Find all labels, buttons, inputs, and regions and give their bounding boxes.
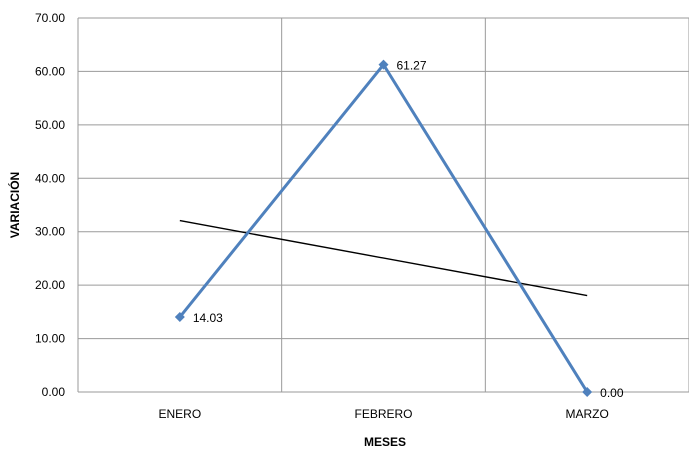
x-tick-label: MARZO [565, 407, 608, 421]
y-tick-label: 40.00 [35, 171, 65, 185]
y-tick-label: 30.00 [35, 225, 65, 239]
x-axis-title: MESES [364, 435, 406, 449]
x-axis-ticks: ENERO FEBRERO MARZO [158, 407, 608, 421]
y-tick-label: 70.00 [35, 11, 65, 25]
series-line [178, 63, 589, 393]
y-tick-label: 50.00 [35, 118, 65, 132]
data-point-marker [582, 387, 593, 397]
series-group [174, 59, 593, 397]
y-axis-ticks: 0.00 10.00 20.00 30.00 40.00 50.00 60.00 70.00 [35, 11, 65, 399]
y-axis-title: VARIACIÓN [7, 172, 22, 238]
data-point-marker [378, 59, 389, 70]
x-tick-label: ENERO [158, 407, 201, 421]
data-label: 0.00 [600, 386, 624, 400]
y-tick-label: 20.00 [35, 278, 65, 292]
y-tick-label: 10.00 [35, 332, 65, 346]
x-tick-label: FEBRERO [354, 407, 412, 421]
data-label: 61.27 [397, 59, 427, 73]
y-tick-label: 0.00 [42, 385, 66, 399]
data-labels: 14.03 61.27 0.00 [193, 59, 624, 400]
grid [77, 17, 689, 393]
y-tick-label: 60.00 [35, 64, 65, 78]
data-point-marker [174, 312, 185, 323]
data-label: 14.03 [193, 311, 223, 325]
